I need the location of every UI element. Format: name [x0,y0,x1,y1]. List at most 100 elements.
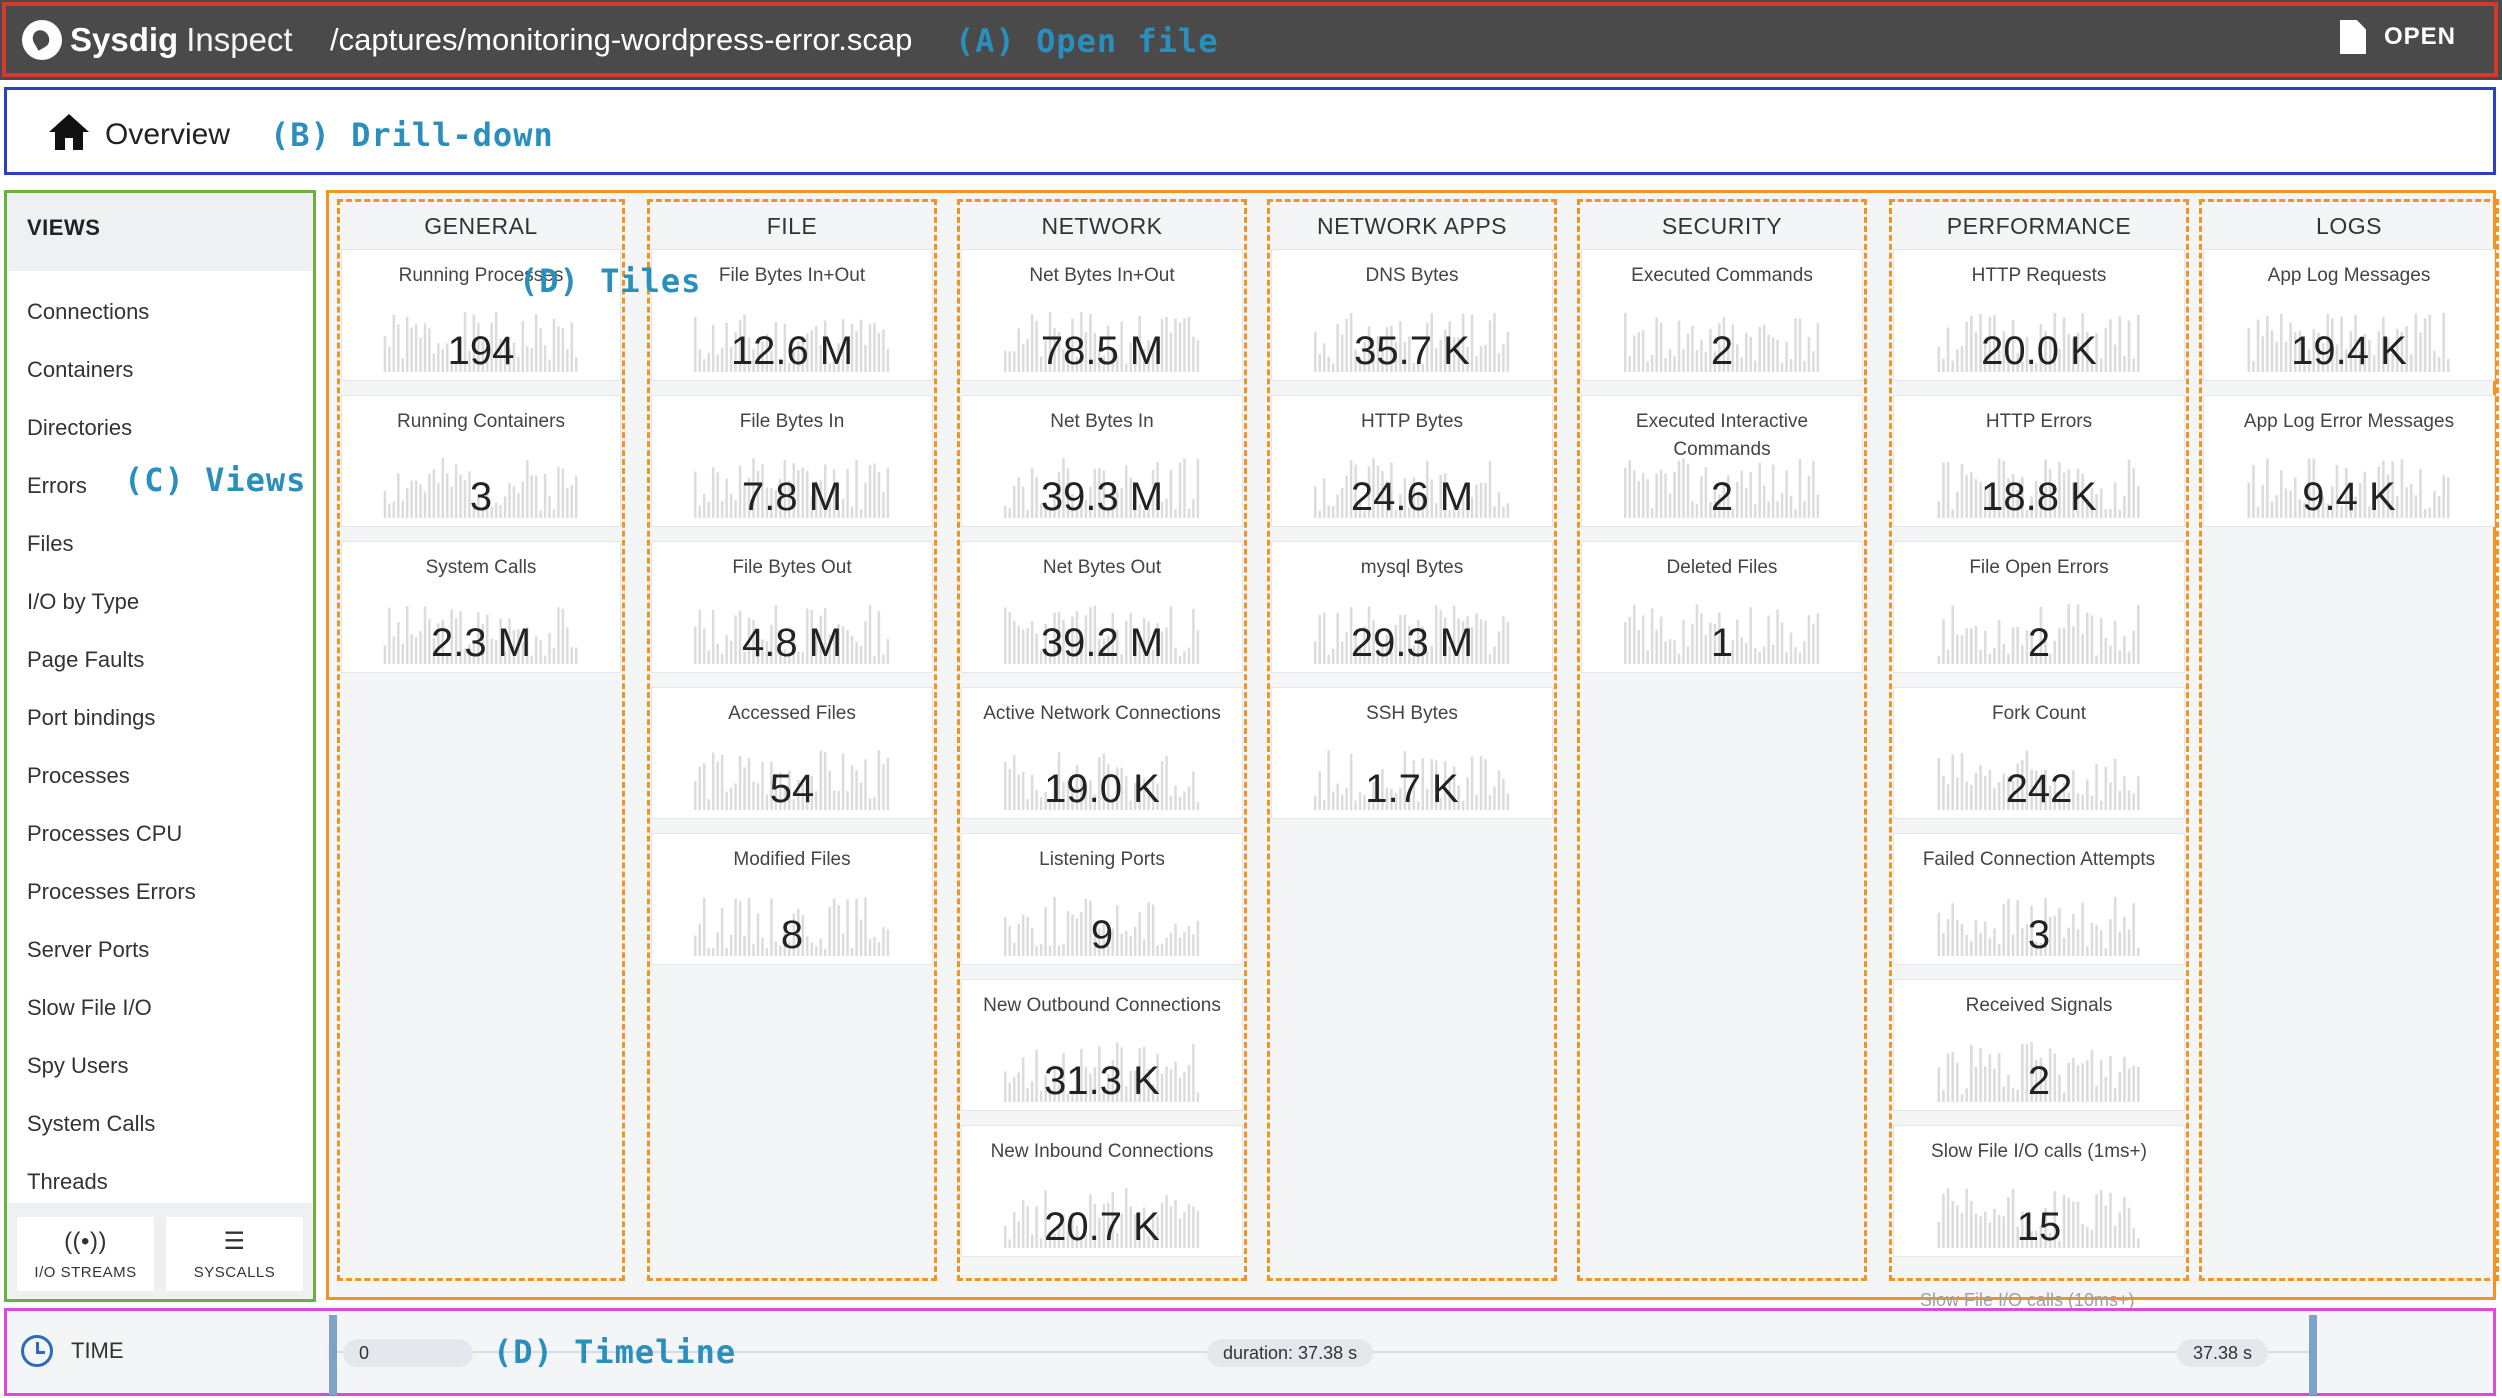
tile-sparkline [694,314,890,372]
tile-sparkline [1314,750,1510,810]
tile-running-containers[interactable]: Running Containers 3 [341,395,621,527]
sidebar-footer: ((•)) I/O STREAMS ☰ SYSCALLS [7,1203,313,1299]
open-file-button[interactable]: OPEN [2340,20,2456,54]
tile-http-requests[interactable]: HTTP Requests 20.0 K [1893,249,2185,381]
tile-value: 20.7 K [1044,1205,1160,1249]
tile-column-file: FILE File Bytes In+Out 12.6 M File Bytes In… [647,193,937,1293]
view-item-server-ports[interactable]: Server Ports [27,937,150,962]
tile-executed-commands[interactable]: Executed Commands 2 [1581,249,1863,381]
tile-sparkline [1624,312,1820,372]
tile-received-signals[interactable]: Received Signals 2 [1893,979,2185,1111]
tile-file-bytes-out[interactable]: File Bytes Out 4.8 M [651,541,933,673]
tile-column-security: SECURITY Executed Commands 2 Executed Inter… [1577,193,1867,1293]
tile-sparkline [1314,605,1510,664]
tile-sparkline [694,605,890,664]
tile-slow-file-i-o-calls-1ms[interactable]: Slow File I/O calls (1ms+) 15 [1893,1125,2185,1257]
tile-sparkline [1004,1188,1200,1248]
tile-sparkline [1624,604,1820,664]
tile-file-open-errors[interactable]: File Open Errors 2 [1893,541,2185,673]
tile-value: 4.8 M [741,621,843,665]
view-item-connections[interactable]: Connections [27,299,150,324]
tile-title: SSH Bytes [1366,703,1458,724]
tile-sparkline [1937,1042,2140,1102]
tile-executed-interactive-commands[interactable]: Executed Interactive Commands 2 [1581,395,1863,527]
view-item-containers[interactable]: Containers [27,357,134,382]
tile-title: App Log Messages [2267,265,2431,286]
tile-accessed-files[interactable]: Accessed Files 54 [651,687,933,819]
tile-value: 1 [1710,621,1734,665]
view-item-port-bindings[interactable]: Port bindings [27,705,156,730]
view-item-i-o-by-type[interactable]: I/O by Type [27,589,140,614]
tile-system-calls[interactable]: System Calls 2.3 M [341,541,621,673]
tile-sparkline [1004,1042,1200,1102]
views-title: VIEWS [7,193,313,271]
column-title: SECURITY [1661,213,1783,239]
tile-sparkline [1937,312,2140,372]
view-item-processes-cpu[interactable]: Processes CPU [27,821,183,846]
tile-file-bytes-in[interactable]: File Bytes In 7.8 M [651,395,933,527]
tile-running-processes[interactable]: Running Processes 194 [341,249,621,381]
tile-title: Failed Connection Attempts [1922,849,2156,870]
view-item-files[interactable]: Files [27,531,74,556]
tile-modified-files[interactable]: Modified Files 8 [651,833,933,965]
tile-listening-ports[interactable]: Listening Ports 9 [961,833,1243,965]
tile-net-bytes-in[interactable]: Net Bytes In 39.3 M [961,395,1243,527]
tile-mysql-bytes[interactable]: mysql Bytes 29.3 M [1271,541,1553,673]
timeline-end-value: 37.38 s [2177,1339,2269,1367]
tile-net-bytes-out[interactable]: Net Bytes Out 39.2 M [961,541,1243,673]
tile-sparkline [694,750,890,810]
view-item-errors[interactable]: Errors [27,473,87,498]
tile-net-bytes-in-out[interactable]: Net Bytes In+Out 78.5 M [961,249,1243,381]
tile-value: 15 [2016,1205,2062,1249]
syscalls-button[interactable]: ☰ SYSCALLS [166,1217,303,1291]
timeline-end-handle[interactable] [2309,1315,2317,1395]
tile-new-outbound-connections[interactable]: New Outbound Connections 31.3 K [961,979,1243,1111]
tile-title: HTTP Errors [1985,411,2093,432]
io-streams-button[interactable]: ((•)) I/O STREAMS [17,1217,154,1291]
tile-value: 7.8 M [741,475,843,519]
view-item-processes-errors[interactable]: Processes Errors [27,879,196,904]
view-item-spy-users[interactable]: Spy Users [27,1053,129,1078]
tile-http-bytes[interactable]: HTTP Bytes 24.6 M [1271,395,1553,527]
view-item-page-faults[interactable]: Page Faults [27,647,145,672]
tile-app-log-error-messages[interactable]: App Log Error Messages 9.4 K [2203,395,2495,527]
tile-sparkline [1004,458,1200,518]
column-title: GENERAL [424,213,538,239]
tile-ssh-bytes[interactable]: SSH Bytes 1.7 K [1271,687,1553,819]
breadcrumb: Overview (B) Drill-down [4,87,2496,175]
tile-active-network-connections[interactable]: Active Network Connections 19.0 K [961,687,1243,819]
tile-value: 19.0 K [1044,767,1160,811]
tile-title: Executed Interactive Commands [1635,411,1809,460]
tile-fork-count[interactable]: Fork Count 242 [1893,687,2185,819]
view-item-system-calls[interactable]: System Calls [27,1111,156,1136]
view-item-threads[interactable]: Threads [27,1169,108,1194]
tile-sparkline [1937,896,2140,956]
view-item-processes[interactable]: Processes [27,763,130,788]
tile-failed-connection-attempts[interactable]: Failed Connection Attempts 3 [1893,833,2185,965]
tile-column-network: NETWORK Net Bytes In+Out 78.5 M Net Bytes I… [957,193,1247,1293]
annotation-drill-down: (B) Drill-down [270,116,554,154]
tile-title: Active Network Connections [983,703,1221,724]
tile-dns-bytes[interactable]: DNS Bytes 35.7 K [1271,249,1553,381]
tile-app-log-messages[interactable]: App Log Messages 19.4 K [2203,249,2495,381]
tile-title: System Calls [425,557,537,578]
tile-sparkline [694,458,890,518]
tile-file-bytes-in-out[interactable]: File Bytes In+Out 12.6 M [651,249,933,381]
tile-value: 242 [2005,767,2073,811]
tile-new-inbound-connections[interactable]: New Inbound Connections 20.7 K [961,1125,1243,1257]
tile-value: 2.3 M [430,621,532,665]
timeline-start-handle[interactable] [329,1315,337,1395]
tile-value: 12.6 M [730,329,854,373]
tile-title: Modified Files [733,849,851,870]
view-item-directories[interactable]: Directories [27,415,133,440]
view-item-slow-file-i-o[interactable]: Slow File I/O [27,995,152,1020]
tile-value: 2 [2027,1059,2051,1103]
logo-product: Inspect [186,21,293,58]
home-icon[interactable] [47,112,91,152]
breadcrumb-overview[interactable]: Overview [105,118,231,151]
tile-http-errors[interactable]: HTTP Errors 18.8 K [1893,395,2185,527]
tile-title: File Open Errors [1969,557,2109,578]
views-sidebar: VIEWS Connections Containers Directories Er… [4,190,316,1302]
tile-deleted-files[interactable]: Deleted Files 1 [1581,541,1863,673]
tile-sparkline [1004,312,1200,372]
